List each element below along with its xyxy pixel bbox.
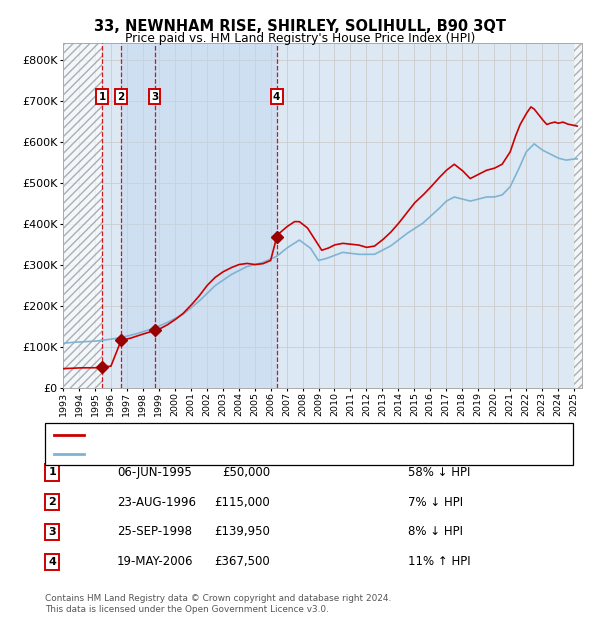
Text: 19-MAY-2006: 19-MAY-2006 (117, 556, 193, 568)
Text: 4: 4 (273, 92, 280, 102)
Text: £50,000: £50,000 (222, 466, 270, 479)
Bar (121, 43, 277, 388)
Text: HPI: Average price, detached house, Solihull: HPI: Average price, detached house, Soli… (90, 450, 321, 459)
Text: 25-SEP-1998: 25-SEP-1998 (117, 526, 192, 538)
Text: 11% ↑ HPI: 11% ↑ HPI (408, 556, 470, 568)
Text: 3: 3 (151, 92, 158, 102)
Text: 2: 2 (118, 92, 125, 102)
Text: 8% ↓ HPI: 8% ↓ HPI (408, 526, 463, 538)
Text: 1: 1 (98, 92, 106, 102)
Text: £367,500: £367,500 (214, 556, 270, 568)
Text: 58% ↓ HPI: 58% ↓ HPI (408, 466, 470, 479)
Text: Contains HM Land Registry data © Crown copyright and database right 2024.
This d: Contains HM Land Registry data © Crown c… (45, 595, 391, 614)
Text: £115,000: £115,000 (214, 496, 270, 508)
Text: 33, NEWNHAM RISE, SHIRLEY, SOLIHULL, B90 3QT (detached house): 33, NEWNHAM RISE, SHIRLEY, SOLIHULL, B90… (90, 430, 445, 440)
Text: 4: 4 (48, 557, 56, 567)
Text: Price paid vs. HM Land Registry's House Price Index (HPI): Price paid vs. HM Land Registry's House … (125, 32, 475, 45)
Text: 06-JUN-1995: 06-JUN-1995 (117, 466, 192, 479)
Text: 7% ↓ HPI: 7% ↓ HPI (408, 496, 463, 508)
Text: 2: 2 (49, 497, 56, 507)
Text: £139,950: £139,950 (214, 526, 270, 538)
Bar (574, 43, 582, 388)
Text: 1: 1 (49, 467, 56, 477)
Text: 3: 3 (49, 527, 56, 537)
Text: 23-AUG-1996: 23-AUG-1996 (117, 496, 196, 508)
Bar (63, 43, 102, 388)
Text: 33, NEWNHAM RISE, SHIRLEY, SOLIHULL, B90 3QT: 33, NEWNHAM RISE, SHIRLEY, SOLIHULL, B90… (94, 19, 506, 33)
